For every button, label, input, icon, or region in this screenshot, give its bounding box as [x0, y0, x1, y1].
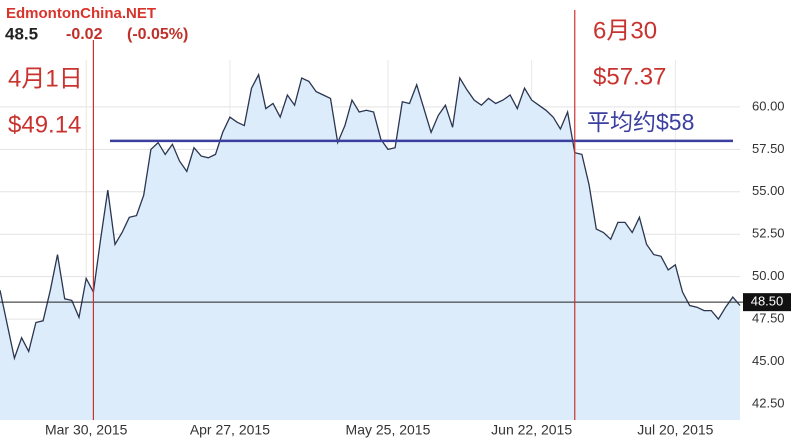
area [0, 74, 740, 420]
y-tick-label: 47.50 [752, 311, 785, 326]
x-tick-label: Apr 27, 2015 [190, 422, 270, 438]
last-price-box [743, 293, 791, 312]
header-change-pct: (-0.05%) [127, 26, 188, 43]
header-price: 48.5 [5, 24, 38, 43]
site-watermark: EdmontonChina.NET [6, 5, 156, 22]
marker-price: $57.37 [593, 63, 666, 90]
y-tick-label: 45.00 [752, 353, 785, 368]
y-tick-label: 50.00 [752, 268, 785, 283]
last-price-label: 48.50 [751, 294, 784, 309]
x-tick-label: Jun 22, 2015 [491, 422, 572, 438]
plot-layer: ting.com [0, 60, 745, 420]
price-line [0, 72, 741, 361]
marker-date: 6月30 [593, 17, 657, 44]
average-label: 平均约$58 [587, 109, 694, 135]
x-tick-label: Jul 20, 2015 [637, 422, 713, 438]
marker-price: $49.14 [8, 111, 81, 138]
y-tick-label: 60.00 [752, 98, 785, 113]
header-change: -0.02 [66, 26, 103, 43]
y-tick-label: 55.00 [752, 183, 785, 198]
marker-date: 4月1日 [8, 65, 83, 92]
x-tick-label: Mar 30, 2015 [45, 422, 128, 438]
y-tick-label: 57.50 [752, 141, 785, 156]
y-tick-label: 42.50 [752, 395, 785, 410]
y-tick-label: 52.50 [752, 226, 785, 241]
x-tick-label: May 25, 2015 [346, 422, 431, 438]
